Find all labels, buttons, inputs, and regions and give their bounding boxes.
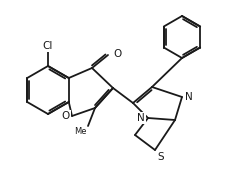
Text: Me: Me: [75, 127, 87, 136]
Text: Cl: Cl: [43, 41, 53, 51]
Text: S: S: [157, 152, 164, 162]
Text: O: O: [62, 111, 70, 121]
Text: O: O: [113, 49, 121, 59]
Text: N: N: [137, 113, 145, 123]
Text: N: N: [185, 92, 193, 102]
